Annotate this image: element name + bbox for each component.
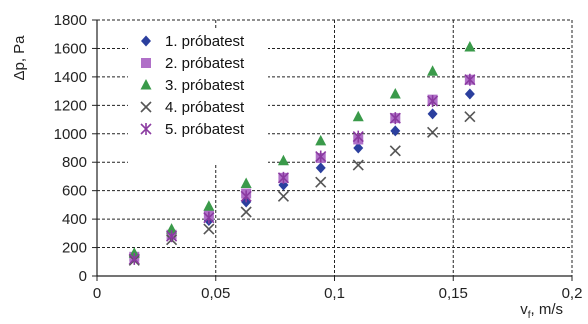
data-point-series-4 [352, 159, 364, 171]
x-axis-title: vf, m/s [520, 301, 563, 321]
data-points [128, 41, 476, 266]
legend-marker-2 [141, 58, 151, 68]
grid-lines [97, 19, 573, 276]
data-point-series-5 [464, 73, 476, 86]
data-point-series-3 [166, 223, 178, 234]
y-tick-label: 1800 [54, 12, 87, 29]
data-point-series-4 [427, 126, 439, 138]
y-tick-label: 800 [62, 154, 87, 171]
x-axis-title-unit: , m/s [531, 301, 564, 318]
data-point-series-4 [203, 223, 215, 235]
data-point-series-3 [203, 200, 215, 211]
legend-marker-5 [140, 123, 152, 135]
data-point-series-3 [315, 134, 327, 146]
data-point-series-5 [203, 211, 215, 224]
data-point-series-3 [427, 65, 439, 76]
data-point-series-4 [277, 190, 290, 202]
data-point-series-5 [166, 230, 178, 243]
legend-label-2: 2. próbatest [165, 55, 245, 72]
data-point-series-5 [128, 252, 140, 265]
data-point-series-3 [352, 110, 364, 122]
data-point-series-1 [353, 142, 364, 154]
legend-label-3: 3. próbatest [165, 77, 245, 94]
y-axis-title: Δp, Pa [11, 35, 28, 81]
data-point-series-3 [277, 154, 289, 166]
y-tick-label: 200 [62, 240, 87, 257]
axes [92, 19, 573, 281]
tick-labels: 0 200 400 600 800 1000 1200 1400 1600 1800 0 0,05 0,… [54, 12, 583, 302]
data-point-series-5 [277, 171, 290, 184]
data-point-series-1 [315, 162, 326, 174]
data-point-series-5 [240, 190, 252, 203]
x-tick-label: 0,2 [562, 285, 583, 302]
data-point-series-3 [389, 87, 401, 99]
data-point-series-3 [464, 41, 476, 52]
y-tick-label: 1200 [54, 97, 87, 114]
data-point-series-4 [464, 111, 476, 123]
x-tick-label: 0,15 [439, 285, 468, 302]
y-tick-label: 600 [62, 183, 87, 200]
data-point-series-5 [352, 130, 364, 143]
data-point-series-4 [315, 176, 327, 188]
data-point-series-5 [427, 95, 439, 108]
legend: 1. próbatest 2. próbatest 3. próbatest 4. p… [128, 28, 268, 164]
legend-marker-4 [140, 101, 152, 113]
legend-label-5: 5. próbatest [165, 121, 245, 138]
y-tick-label: 1000 [54, 126, 87, 143]
x-axis-title-subscript: f [528, 310, 531, 321]
data-point-series-4 [240, 206, 252, 218]
x-tick-label: 0 [93, 285, 101, 302]
data-point-series-3 [240, 177, 252, 189]
legend-marker-3 [140, 79, 152, 90]
data-point-series-4 [389, 145, 401, 157]
x-tick-label: 0,05 [201, 285, 230, 302]
y-tick-label: 1600 [54, 40, 87, 57]
y-tick-label: 0 [79, 268, 87, 285]
y-tick-label: 1400 [54, 69, 87, 86]
data-point-series-1 [427, 108, 438, 120]
legend-label-4: 4. próbatest [165, 99, 245, 116]
y-tick-label: 400 [62, 211, 87, 228]
legend-label-1: 1. próbatest [165, 33, 245, 50]
legend-background [128, 28, 268, 164]
data-point-series-5 [389, 112, 401, 125]
legend-marker-1 [141, 35, 151, 47]
x-axis-title-symbol: v [520, 301, 528, 318]
x-tick-label: 0,1 [324, 285, 345, 302]
data-point-series-1 [464, 88, 475, 100]
data-point-series-5 [315, 150, 327, 163]
data-point-series-1 [390, 125, 401, 137]
